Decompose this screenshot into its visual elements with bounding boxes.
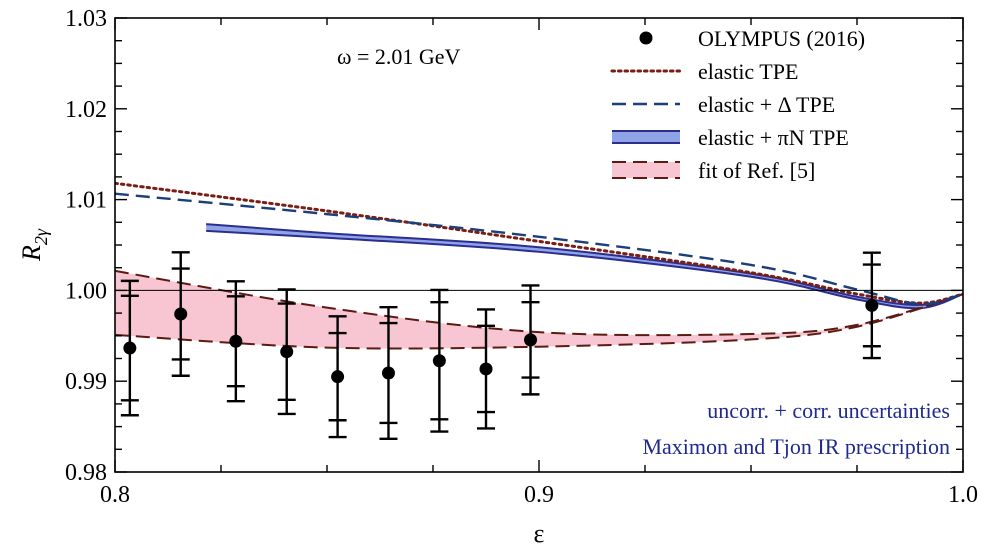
band-fill-0 [206, 224, 963, 309]
y-tick-label: 1.01 [65, 188, 107, 214]
y-tick-label: 0.98 [65, 460, 107, 486]
legend-label: fit of Ref. [5] [698, 158, 815, 183]
data-point [331, 370, 345, 384]
legend-label: elastic TPE [698, 59, 798, 84]
y-tick-label: 1.03 [65, 6, 107, 32]
y-tick-label: 1.00 [65, 278, 107, 304]
data-point [479, 362, 493, 376]
x-tick-label: 0.9 [524, 482, 554, 508]
data-point [524, 333, 538, 347]
data-point [432, 354, 446, 368]
band-lower-edge-1 [115, 293, 963, 350]
x-axis-title: ε [534, 519, 545, 548]
band-upper-edge-1 [115, 269, 963, 337]
data-point [381, 366, 395, 380]
x-tick-label: 1.0 [948, 482, 978, 508]
data-point [174, 307, 188, 321]
data-point [229, 334, 243, 348]
legend-label: OLYMPUS (2016) [698, 26, 865, 51]
legend-marker-band-fill [612, 131, 680, 143]
data-point [865, 298, 879, 312]
footnote-prescription: Maximon and Tjon IR prescription [642, 434, 950, 459]
legend-marker-points [639, 31, 653, 45]
legend-marker-fit-fill [612, 162, 680, 178]
band-fill-1 [115, 270, 963, 349]
y-tick-label: 0.99 [65, 369, 107, 395]
data-point [123, 341, 137, 355]
annotation-omega: ω = 2.01 GeV [337, 44, 461, 69]
y-tick-label: 1.02 [65, 97, 107, 123]
legend-label: elastic + Δ TPE [698, 92, 835, 117]
data-point [280, 345, 294, 359]
legend-label: elastic + πN TPE [698, 125, 849, 150]
y-axis-title: R2γ [17, 228, 51, 262]
footnote-uncertainties: uncorr. + corr. uncertainties [707, 398, 950, 423]
series-line-0 [115, 181, 963, 305]
x-tick-label: 0.8 [100, 482, 130, 508]
band-upper-edge-0 [206, 223, 963, 306]
band-lower-edge-0 [206, 229, 963, 310]
